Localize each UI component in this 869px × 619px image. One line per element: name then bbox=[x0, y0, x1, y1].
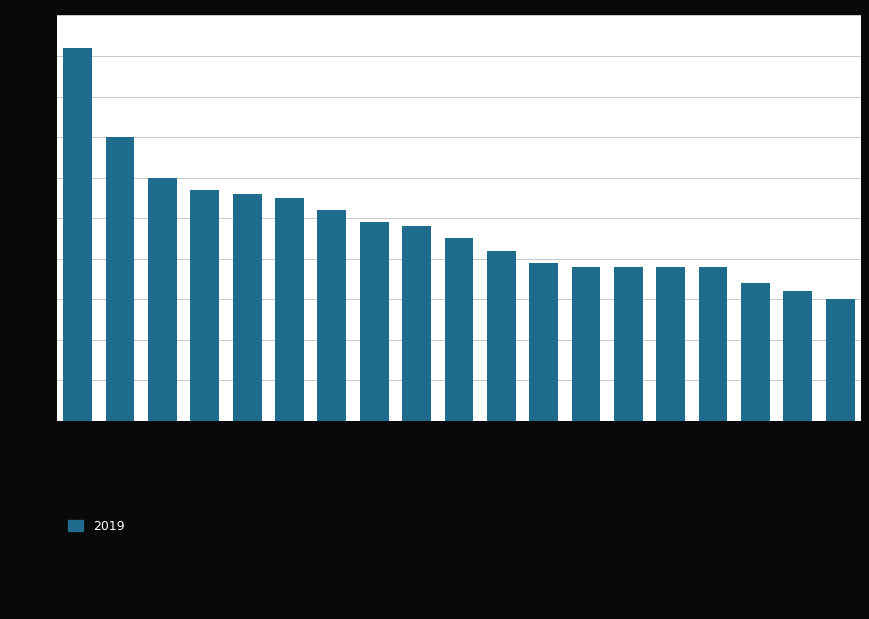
Legend: 2019: 2019 bbox=[63, 514, 129, 538]
Bar bbox=[444, 238, 473, 421]
Bar bbox=[528, 263, 557, 421]
Bar bbox=[698, 267, 726, 421]
Bar bbox=[317, 210, 346, 421]
Bar bbox=[614, 267, 642, 421]
Bar bbox=[825, 299, 853, 421]
Bar bbox=[487, 251, 515, 421]
Bar bbox=[360, 222, 388, 421]
Bar bbox=[655, 267, 684, 421]
Bar bbox=[190, 190, 219, 421]
Bar bbox=[105, 137, 135, 421]
Bar bbox=[571, 267, 600, 421]
Bar bbox=[233, 194, 262, 421]
Bar bbox=[401, 227, 430, 421]
Bar bbox=[782, 291, 812, 421]
Bar bbox=[148, 178, 176, 421]
Bar bbox=[740, 283, 769, 421]
Bar bbox=[63, 48, 92, 421]
Bar bbox=[275, 198, 303, 421]
